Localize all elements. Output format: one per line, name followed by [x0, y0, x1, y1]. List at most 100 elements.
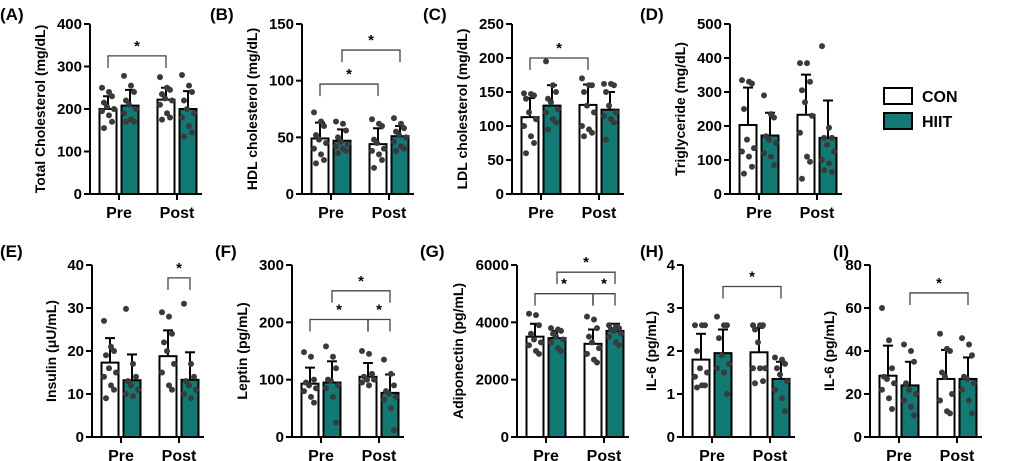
data-point — [531, 92, 537, 99]
data-point — [829, 134, 835, 141]
data-point — [167, 114, 173, 121]
significance-label: * — [601, 276, 607, 293]
data-point — [692, 322, 698, 329]
data-point — [167, 86, 173, 93]
data-point — [103, 395, 109, 402]
data-point — [311, 376, 317, 383]
data-point — [744, 136, 750, 143]
data-point — [739, 77, 745, 84]
data-point — [181, 133, 187, 140]
significance-label: * — [749, 269, 755, 286]
data-point — [714, 313, 720, 320]
x-tick-label: Post — [162, 448, 197, 461]
data-point — [555, 106, 561, 112]
significance-bracket — [534, 293, 594, 306]
bar-con-post — [936, 377, 956, 439]
data-point — [949, 391, 955, 397]
data-point — [548, 99, 554, 106]
significance-bracket — [722, 285, 782, 299]
data-point — [189, 89, 195, 95]
y-axis-label: Leptin (pg/mL) — [234, 302, 250, 399]
data-point — [109, 93, 115, 100]
data-point — [964, 375, 970, 382]
data-point — [601, 112, 607, 119]
data-point — [345, 141, 351, 148]
data-point — [891, 380, 897, 387]
y-axis-label: LDL cholesterol (mg/dL) — [454, 29, 470, 190]
y-tick-label: 0 — [76, 429, 84, 446]
data-point — [802, 99, 808, 106]
data-point — [879, 386, 885, 393]
data-point — [318, 151, 324, 158]
data-point — [388, 405, 394, 412]
data-point — [374, 140, 380, 146]
data-point — [159, 91, 165, 98]
data-point — [533, 312, 539, 319]
data-point — [601, 80, 607, 87]
data-point — [584, 313, 590, 320]
data-point — [301, 349, 307, 356]
data-point — [762, 365, 768, 372]
panel-label: (F) — [215, 242, 237, 261]
panel-label: (B) — [210, 5, 234, 24]
data-point — [755, 339, 761, 346]
data-point — [589, 339, 595, 346]
y-tick-label: 200 — [697, 118, 722, 135]
significance-label: * — [134, 38, 140, 55]
data-point — [819, 157, 825, 163]
data-point — [396, 132, 402, 139]
data-point — [366, 382, 372, 389]
data-point — [161, 339, 167, 346]
data-point — [584, 350, 590, 357]
data-point — [181, 97, 187, 104]
y-tick-label: 300 — [259, 257, 284, 274]
bar-con-post — [158, 355, 178, 438]
data-point — [739, 148, 745, 155]
data-point — [903, 380, 909, 387]
data-point — [171, 360, 177, 367]
data-point — [106, 365, 112, 372]
data-point — [548, 339, 554, 346]
data-point — [316, 136, 322, 143]
data-point — [391, 382, 397, 389]
data-point — [584, 102, 590, 109]
data-point — [335, 134, 341, 141]
data-point — [591, 109, 597, 116]
data-point — [311, 145, 317, 152]
data-point — [550, 82, 556, 89]
data-point — [128, 382, 134, 389]
data-point — [886, 337, 892, 344]
data-point — [548, 325, 554, 332]
data-point — [333, 143, 339, 150]
legend-swatch-con — [883, 87, 913, 105]
panel-b: (B) 0 50 100 150 HDL cholesterol (mg/dL) Pre Po… — [210, 5, 414, 222]
data-point — [401, 125, 407, 132]
significance-bracket — [341, 49, 401, 63]
data-point — [157, 101, 163, 108]
data-point — [581, 89, 587, 95]
data-point — [618, 330, 624, 337]
y-tick-label: 40 — [845, 343, 862, 360]
y-axis-label: IL-6 (pg/mL) — [821, 311, 837, 391]
data-point — [536, 322, 542, 329]
data-point — [579, 123, 585, 129]
data-point — [761, 150, 767, 157]
x-tick-label: Pre — [108, 448, 134, 461]
data-point — [186, 123, 192, 129]
data-point — [169, 386, 175, 393]
panel-d: (D) 0 100 200 300 400 500 Triglyceride (mg/dL) P… — [640, 5, 842, 222]
data-point — [589, 129, 595, 136]
panel-g: (G) 0 2000 4000 6000 Adiponectin (pg/mL) Pre Po… — [420, 242, 629, 461]
data-point — [603, 136, 609, 143]
data-point — [106, 89, 112, 95]
data-point — [939, 369, 945, 376]
significance-label: * — [368, 32, 374, 49]
data-point — [191, 110, 197, 117]
y-tick-label: 4000 — [476, 314, 509, 331]
data-point — [131, 89, 137, 95]
data-point — [386, 391, 392, 397]
y-axis-label: Insulin (μU/mL) — [43, 300, 59, 402]
data-point — [321, 123, 327, 129]
y-tick-label: 150 — [269, 16, 294, 33]
data-point — [125, 378, 131, 385]
